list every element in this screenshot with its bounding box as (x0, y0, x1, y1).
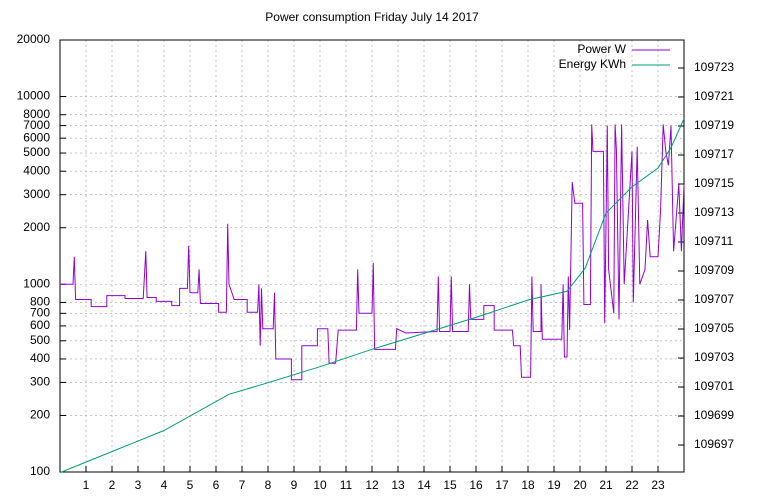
y2-tick-label: 109707 (694, 292, 734, 306)
y2-tick-label: 109703 (694, 350, 734, 364)
x-tick-label: 4 (161, 478, 168, 492)
series-line (59, 118, 685, 474)
chart-title: Power consumption Friday July 14 2017 (265, 10, 479, 24)
legend-label: Power W (577, 42, 626, 56)
y-tick-label: 300 (30, 375, 50, 389)
y-tick-label: 800 (30, 295, 50, 309)
x-tick-label: 22 (625, 478, 639, 492)
x-tick-label: 16 (469, 478, 483, 492)
y2-tick-label: 109709 (694, 263, 734, 277)
x-tick-label: 18 (521, 478, 535, 492)
x-tick-label: 20 (573, 478, 587, 492)
y2-tick-label: 109699 (694, 408, 734, 422)
x-tick-label: 6 (213, 478, 220, 492)
y2-tick-label: 109711 (694, 234, 733, 248)
y2-tick-label: 109723 (694, 60, 734, 74)
legend-label: Energy KWh (559, 57, 626, 71)
y-tick-label: 1000 (23, 276, 50, 290)
y2-tick-label: 109719 (694, 118, 734, 132)
x-tick-label: 17 (495, 478, 509, 492)
y2-tick-label: 109721 (694, 89, 734, 103)
y-tick-label: 700 (30, 306, 50, 320)
x-tick-label: 11 (340, 478, 353, 492)
y-tick-label: 400 (30, 351, 50, 365)
x-tick-label: 2 (109, 478, 116, 492)
y-tick-label: 10000 (17, 89, 51, 103)
y-tick-label: 500 (30, 333, 50, 347)
y2-tick-label: 109697 (694, 437, 734, 451)
y2-tick-label: 109715 (694, 176, 734, 190)
y-tick-label: 3000 (23, 187, 50, 201)
x-tick-label: 13 (391, 478, 405, 492)
x-tick-label: 19 (547, 478, 561, 492)
plot-frame (59, 39, 685, 473)
y2-tick-label: 109713 (694, 205, 734, 219)
x-tick-label: 21 (599, 478, 613, 492)
x-tick-label: 1 (83, 478, 90, 492)
x-tick-label: 9 (291, 478, 298, 492)
x-tick-label: 10 (313, 478, 327, 492)
x-tick-label: 8 (265, 478, 272, 492)
y-tick-label: 4000 (23, 163, 50, 177)
y-tick-label: 6000 (23, 130, 50, 144)
y-tick-label: 100 (30, 464, 50, 478)
x-tick-label: 7 (239, 478, 246, 492)
y-tick-label: 20000 (17, 32, 51, 46)
x-tick-label: 15 (443, 478, 457, 492)
y-tick-label: 600 (30, 318, 50, 332)
y-tick-label: 8000 (23, 107, 50, 121)
x-tick-label: 23 (651, 478, 665, 492)
y2-tick-label: 109701 (694, 379, 734, 393)
y-tick-label: 5000 (23, 145, 50, 159)
x-tick-label: 3 (135, 478, 142, 492)
y-tick-label: 7000 (23, 118, 50, 132)
y2-tick-label: 109705 (694, 321, 734, 335)
y2-tick-label: 109717 (694, 147, 734, 161)
y-tick-label: 2000 (23, 220, 50, 234)
x-tick-label: 14 (417, 478, 431, 492)
x-tick-label: 12 (365, 478, 379, 492)
y-tick-label: 200 (30, 408, 50, 422)
series-line (60, 124, 685, 381)
x-tick-label: 5 (187, 478, 194, 492)
